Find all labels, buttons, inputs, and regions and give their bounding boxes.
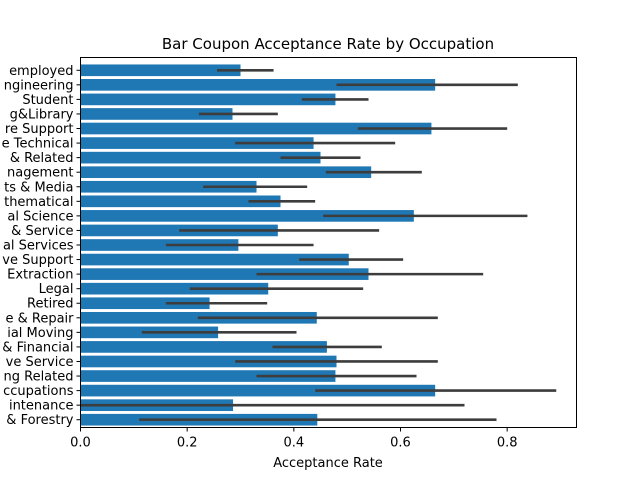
y-tick-label: e & Repair <box>5 311 74 326</box>
y-tick-label: ve Support <box>2 253 73 268</box>
x-tick-label: 0.2 <box>177 436 198 451</box>
y-tick-label: & Service <box>11 224 73 239</box>
y-tick-label: ve Service <box>6 355 74 370</box>
x-tick-label: 0.6 <box>390 436 411 451</box>
x-tick-label: 0.8 <box>497 436 518 451</box>
y-tick-label: & Financial <box>2 340 73 355</box>
x-tick-label: 0.4 <box>283 436 304 451</box>
y-tick-label: ngineering <box>4 78 74 93</box>
y-tick-label: al Services <box>3 239 74 254</box>
bar <box>80 355 337 368</box>
bar <box>80 122 432 135</box>
bar <box>80 282 269 295</box>
y-tick-label: intenance <box>9 399 74 414</box>
y-tick-label: ng Related <box>4 370 74 385</box>
y-tick-label: nagement <box>7 166 73 181</box>
bar <box>80 268 369 280</box>
y-tick-label: al Science <box>7 209 73 224</box>
bar <box>80 93 336 106</box>
bar <box>80 166 372 179</box>
bar <box>80 210 414 222</box>
y-tick-label: ccupations <box>3 384 74 399</box>
y-tick-label: Legal <box>39 282 74 297</box>
y-tick-label: employed <box>9 64 73 79</box>
errorbars-layer <box>80 68 557 422</box>
plot-frame <box>80 57 577 428</box>
y-tick-label: Extraction <box>7 268 73 283</box>
y-tick-label: ial Moving <box>7 326 73 341</box>
bar <box>80 224 278 237</box>
bar <box>80 384 436 397</box>
chart-title: Bar Coupon Acceptance Rate by Occupation <box>162 35 494 53</box>
bar <box>80 253 349 266</box>
y-tick-label: re Support <box>5 122 74 137</box>
y-tick-label: ts & Media <box>4 180 73 195</box>
y-tick-label: & Forestry <box>6 413 74 428</box>
bar <box>80 108 233 120</box>
bar <box>80 137 314 149</box>
y-tick-label: thematical <box>4 195 73 210</box>
y-tick-label: Student <box>22 93 73 108</box>
bar <box>80 195 281 208</box>
bar <box>80 64 241 77</box>
bar <box>80 180 257 193</box>
bar <box>80 239 239 251</box>
x-axis: 0.0 0.2 0.4 0.6 0.8 <box>70 427 518 451</box>
y-tick-label: e Technical <box>2 137 74 152</box>
bar <box>80 79 436 91</box>
bar <box>80 297 210 310</box>
bar <box>80 151 321 164</box>
y-tick-label: g&Library <box>10 107 74 122</box>
bar <box>80 341 327 353</box>
bar <box>80 370 336 382</box>
x-tick-label: 0.0 <box>70 436 91 451</box>
y-tick-label: Retired <box>27 297 73 312</box>
x-axis-label: Acceptance Rate <box>273 456 383 471</box>
y-tick-label: & Related <box>10 151 74 166</box>
